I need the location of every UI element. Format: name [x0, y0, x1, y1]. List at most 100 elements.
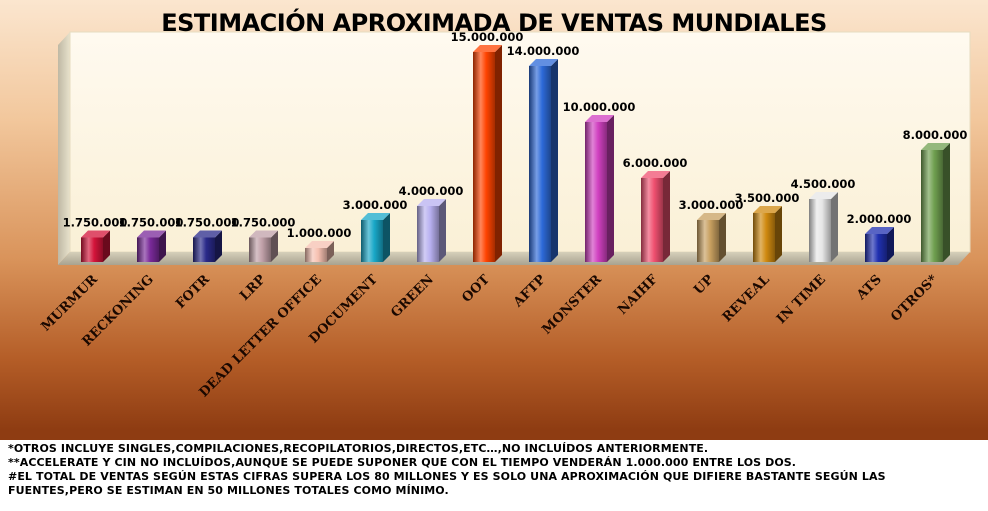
bar-10: [585, 115, 614, 262]
bar-side: [215, 230, 222, 262]
chart-floor: [58, 252, 970, 265]
bar-top: [81, 230, 110, 238]
category-label-11: NAIHF: [615, 272, 661, 318]
data-label-10: 10.000.000: [563, 100, 636, 114]
data-label-7: 4.000.000: [399, 184, 464, 198]
data-label-3: 1.750.000: [175, 216, 240, 230]
bar-top: [585, 115, 614, 122]
footnote-excluded: **ACCELERATE Y CIN NO INCLUÍDOS,AUNQUE S…: [8, 456, 797, 469]
data-label-1: 1.750.000: [63, 216, 128, 230]
bar-7: [417, 199, 446, 262]
bar-side: [719, 213, 726, 262]
category-label-4: LRP: [237, 272, 269, 304]
footnote-others: *OTROS INCLUYE SINGLES,COMPILACIONES,REC…: [8, 442, 709, 455]
category-label-1: MURMUR: [39, 272, 101, 334]
bar-1: [81, 230, 110, 262]
bar-3: [193, 230, 222, 262]
bar-side: [159, 230, 166, 262]
bar-top: [921, 143, 950, 150]
bar-16: [921, 143, 950, 262]
bar-top: [865, 227, 894, 234]
sales-bar-chart: ESTIMACIÓN APROXIMADA DE VENTAS MUNDIALE…: [39, 7, 971, 401]
bar-front: [249, 237, 271, 262]
bar-12: [697, 213, 726, 262]
bar-front: [81, 237, 103, 262]
data-label-14: 4.500.000: [791, 177, 856, 191]
bar-top: [809, 192, 838, 199]
category-label-8: OOT: [459, 272, 493, 306]
bar-top: [193, 230, 222, 238]
bar-top: [529, 59, 558, 66]
bar-front: [361, 220, 383, 262]
bar-6: [361, 213, 390, 262]
bar-side: [607, 115, 614, 262]
data-label-8: 15.000.000: [451, 30, 524, 44]
bar-front: [529, 66, 551, 262]
bar-top: [137, 230, 166, 238]
bar-4: [249, 230, 278, 262]
bar-front: [193, 237, 215, 262]
data-label-16: 8.000.000: [903, 128, 968, 142]
bar-15: [865, 227, 894, 262]
data-label-12: 3.000.000: [679, 198, 744, 212]
bar-top: [249, 230, 278, 238]
bar-top: [417, 199, 446, 206]
bar-14: [809, 192, 838, 262]
bar-2: [137, 230, 166, 262]
bar-front: [305, 248, 327, 262]
bar-8: [473, 45, 502, 262]
data-label-15: 2.000.000: [847, 212, 912, 226]
bar-side: [495, 45, 502, 262]
data-label-6: 3.000.000: [343, 198, 408, 212]
bar-side: [831, 192, 838, 262]
bar-front: [865, 234, 887, 262]
category-label-12: UP: [691, 272, 717, 298]
bar-front: [697, 220, 719, 262]
bar-side: [943, 143, 950, 262]
data-label-13: 3.500.000: [735, 191, 800, 205]
bar-front: [809, 199, 831, 262]
bar-top: [473, 45, 502, 52]
bar-side: [887, 227, 894, 262]
bar-side: [551, 59, 558, 262]
bar-front: [585, 122, 607, 262]
category-label-15: ATS: [853, 272, 884, 303]
bar-front: [137, 237, 159, 262]
bar-side: [439, 199, 446, 262]
bar-front: [753, 213, 775, 262]
category-label-10: MONSTER: [540, 272, 605, 337]
data-label-2: 1.750.000: [119, 216, 184, 230]
bar-5: [305, 241, 334, 262]
bar-front: [641, 178, 663, 262]
bar-top: [753, 206, 782, 213]
data-label-11: 6.000.000: [623, 156, 688, 170]
category-label-3: FOTR: [173, 272, 213, 312]
footnote-total: #EL TOTAL DE VENTAS SEGÚN ESTAS CIFRAS S…: [8, 470, 886, 497]
bar-11: [641, 171, 670, 262]
bar-9: [529, 59, 558, 262]
bar-top: [697, 213, 726, 220]
bar-side: [271, 230, 278, 262]
data-label-5: 1.000.000: [287, 226, 352, 240]
bar-13: [753, 206, 782, 262]
data-labels-group: 1.750.0001.750.0001.750.0001.750.0001.00…: [63, 30, 968, 240]
bar-side: [383, 213, 390, 262]
bar-top: [361, 213, 390, 220]
category-label-13: REVEAL: [720, 272, 773, 325]
category-label-16: OTROS*: [888, 272, 941, 325]
bars-group: [81, 45, 950, 262]
bar-top: [305, 241, 334, 248]
bar-side: [103, 230, 110, 262]
chart-side-wall: [58, 32, 70, 265]
category-label-9: AFTP: [510, 272, 549, 311]
category-label-7: GREEN: [388, 272, 437, 321]
footnotes: *OTROS INCLUYE SINGLES,COMPILACIONES,REC…: [0, 440, 988, 511]
bar-front: [417, 206, 439, 262]
bar-side: [775, 206, 782, 262]
category-label-14: IN TIME: [774, 272, 829, 327]
data-label-4: 1.750.000: [231, 216, 296, 230]
bar-front: [921, 150, 943, 262]
bar-top: [641, 171, 670, 178]
data-label-9: 14.000.000: [507, 44, 580, 58]
